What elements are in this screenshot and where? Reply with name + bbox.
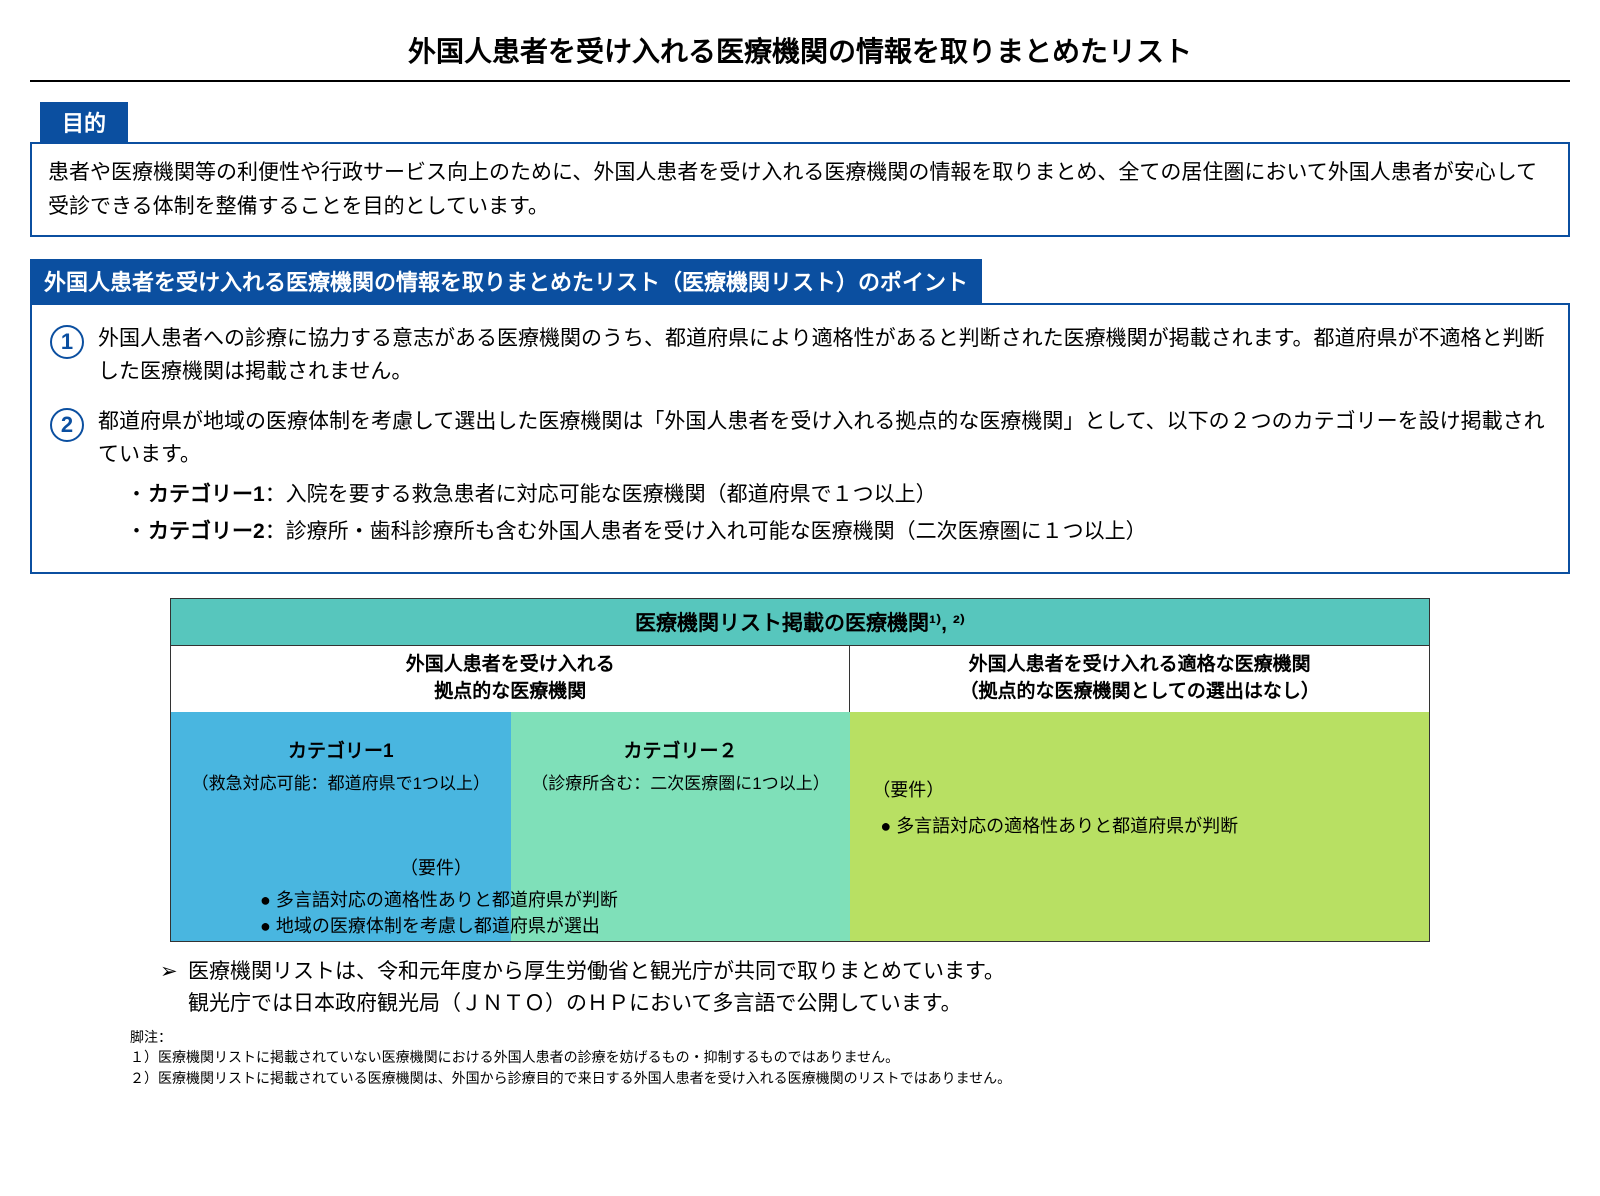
purpose-box: 患者や医療機関等の利便性や行政サービス向上のために、外国人患者を受け入れる医療機… xyxy=(30,142,1570,237)
footnote-label: 脚注： xyxy=(130,1027,1570,1047)
point-2: 2 都道府県が地域の医療体制を考慮して選出した医療機関は「外国人患者を受け入れる… xyxy=(50,406,1550,552)
point-2-body: 都道府県が地域の医療体制を考慮して選出した医療機関は「外国人患者を受け入れる拠点… xyxy=(98,406,1550,552)
category-1-text: ：入院を要する救急患者に対応可能な医療機関（都道府県で１つ以上） xyxy=(265,483,937,506)
subheader-right-l1: 外国人患者を受け入れる適格な医療機関 xyxy=(969,654,1311,675)
arrow-line-2: 観光庁では日本政府観光局（ＪＮＴＯ）のＨＰにおいて多言語で公開しています。 xyxy=(160,988,1570,1021)
point-2-number: 2 xyxy=(50,408,84,442)
right-req-label: （要件） xyxy=(872,776,1407,802)
category-2-line: カテゴリー2：診療所・歯科診療所も含む外国人患者を受け入れ可能な医療機関（二次医… xyxy=(126,516,1550,549)
point-1-text: 外国人患者への診療に協力する意志がある医療機関のうち、都道府県により適格性がある… xyxy=(98,323,1550,388)
subheader-left: 外国人患者を受け入れる 拠点的な医療機関 xyxy=(170,646,850,711)
chart-subheaders: 外国人患者を受け入れる 拠点的な医療機関 外国人患者を受け入れる適格な医療機関 … xyxy=(170,646,1430,711)
point-1-number: 1 xyxy=(50,325,84,359)
subheader-right-l2: （拠点的な医療機関としての選出はなし） xyxy=(959,681,1319,702)
chart-area: 医療機関リスト掲載の医療機関¹⁾, ²⁾ 外国人患者を受け入れる 拠点的な医療機… xyxy=(170,598,1430,937)
category-2-text: ：診療所・歯科診療所も含む外国人患者を受け入れ可能な医療機関（二次医療圏に１つ以… xyxy=(265,520,1147,543)
arrow-text-1: 医療機関リストは、令和元年度から厚生労働省と観光庁が共同で取りまとめています。 xyxy=(188,956,1005,989)
req-1: 多言語対応の適格性ありと都道府県が判断 xyxy=(260,886,1430,912)
page-title: 外国人患者を受け入れる医療機関の情報を取りまとめたリスト xyxy=(30,30,1570,70)
arrow-line-1: ➢ 医療機関リストは、令和元年度から厚生労働省と観光庁が共同で取りまとめています… xyxy=(160,956,1570,989)
subheader-left-l1: 外国人患者を受け入れる xyxy=(406,654,615,675)
subheader-right: 外国人患者を受け入れる適格な医療機関 （拠点的な医療機関としての選出はなし） xyxy=(850,646,1430,711)
category-1-label: カテゴリー1 xyxy=(148,483,265,506)
arrow-text-2: 観光庁では日本政府観光局（ＪＮＴＯ）のＨＰにおいて多言語で公開しています。 xyxy=(188,988,962,1021)
cat1-title: カテゴリー1 xyxy=(185,736,497,763)
cat1-sub: （救急対応可能：都道府県で1つ以上） xyxy=(185,769,497,794)
arrow-spacer xyxy=(160,988,188,1021)
points-section: 外国人患者を受け入れる医療機関の情報を取りまとめたリスト（医療機関リスト）のポイ… xyxy=(30,259,1570,574)
footnotes: １）医療機関リストに掲載されていない医療機関における外国人患者の診療を妨げるもの… xyxy=(130,1047,1570,1089)
point-2-text: 都道府県が地域の医療体制を考慮して選出した医療機関は「外国人患者を受け入れる拠点… xyxy=(98,406,1550,471)
chart-header: 医療機関リスト掲載の医療機関¹⁾, ²⁾ xyxy=(170,598,1430,646)
purpose-section: 目的 患者や医療機関等の利便性や行政サービス向上のために、外国人患者を受け入れる… xyxy=(30,102,1570,237)
footnote-1: １）医療機関リストに掲載されていない医療機関における外国人患者の診療を妨げるもの… xyxy=(130,1047,1570,1068)
category-list: カテゴリー1：入院を要する救急患者に対応可能な医療機関（都道府県で１つ以上） カ… xyxy=(98,479,1550,548)
cat2-sub: （診療所含む：二次医療圏に1つ以上） xyxy=(525,769,837,794)
purpose-text: 患者や医療機関等の利便性や行政サービス向上のために、外国人患者を受け入れる医療機… xyxy=(48,161,1537,218)
subheader-left-l2: 拠点的な医療機関 xyxy=(434,681,586,702)
point-1: 1 外国人患者への診療に協力する意志がある医療機関のうち、都道府県により適格性が… xyxy=(50,323,1550,388)
right-req-1: 多言語対応の適格性ありと都道府県が判断 xyxy=(880,812,1407,838)
footnote-2: ２）医療機関リストに掲載されている医療機関は、外国から診療目的で来日する外国人患… xyxy=(130,1068,1570,1089)
arrow-icon: ➢ xyxy=(160,956,188,989)
arrow-notes: ➢ 医療機関リストは、令和元年度から厚生労働省と観光庁が共同で取りまとめています… xyxy=(160,956,1570,1021)
req-list: 多言語対応の適格性ありと都道府県が判断 地域の医療体制を考慮し都道府県が選出 xyxy=(260,886,1430,938)
req-label: （要件） xyxy=(260,854,1430,880)
title-rule xyxy=(30,80,1570,82)
purpose-label: 目的 xyxy=(40,102,128,142)
points-box: 1 外国人患者への診療に協力する意志がある医療機関のうち、都道府県により適格性が… xyxy=(30,303,1570,574)
shared-requirements: （要件） 多言語対応の適格性ありと都道府県が判断 地域の医療体制を考慮し都道府県… xyxy=(170,854,1430,938)
right-req-list: 多言語対応の適格性ありと都道府県が判断 xyxy=(872,812,1407,838)
points-header: 外国人患者を受け入れる医療機関の情報を取りまとめたリスト（医療機関リスト）のポイ… xyxy=(30,259,982,303)
cat2-title: カテゴリー２ xyxy=(525,736,837,763)
req-2: 地域の医療体制を考慮し都道府県が選出 xyxy=(260,912,1430,938)
category-1-line: カテゴリー1：入院を要する救急患者に対応可能な医療機関（都道府県で１つ以上） xyxy=(126,479,1550,512)
category-2-label: カテゴリー2 xyxy=(148,520,265,543)
